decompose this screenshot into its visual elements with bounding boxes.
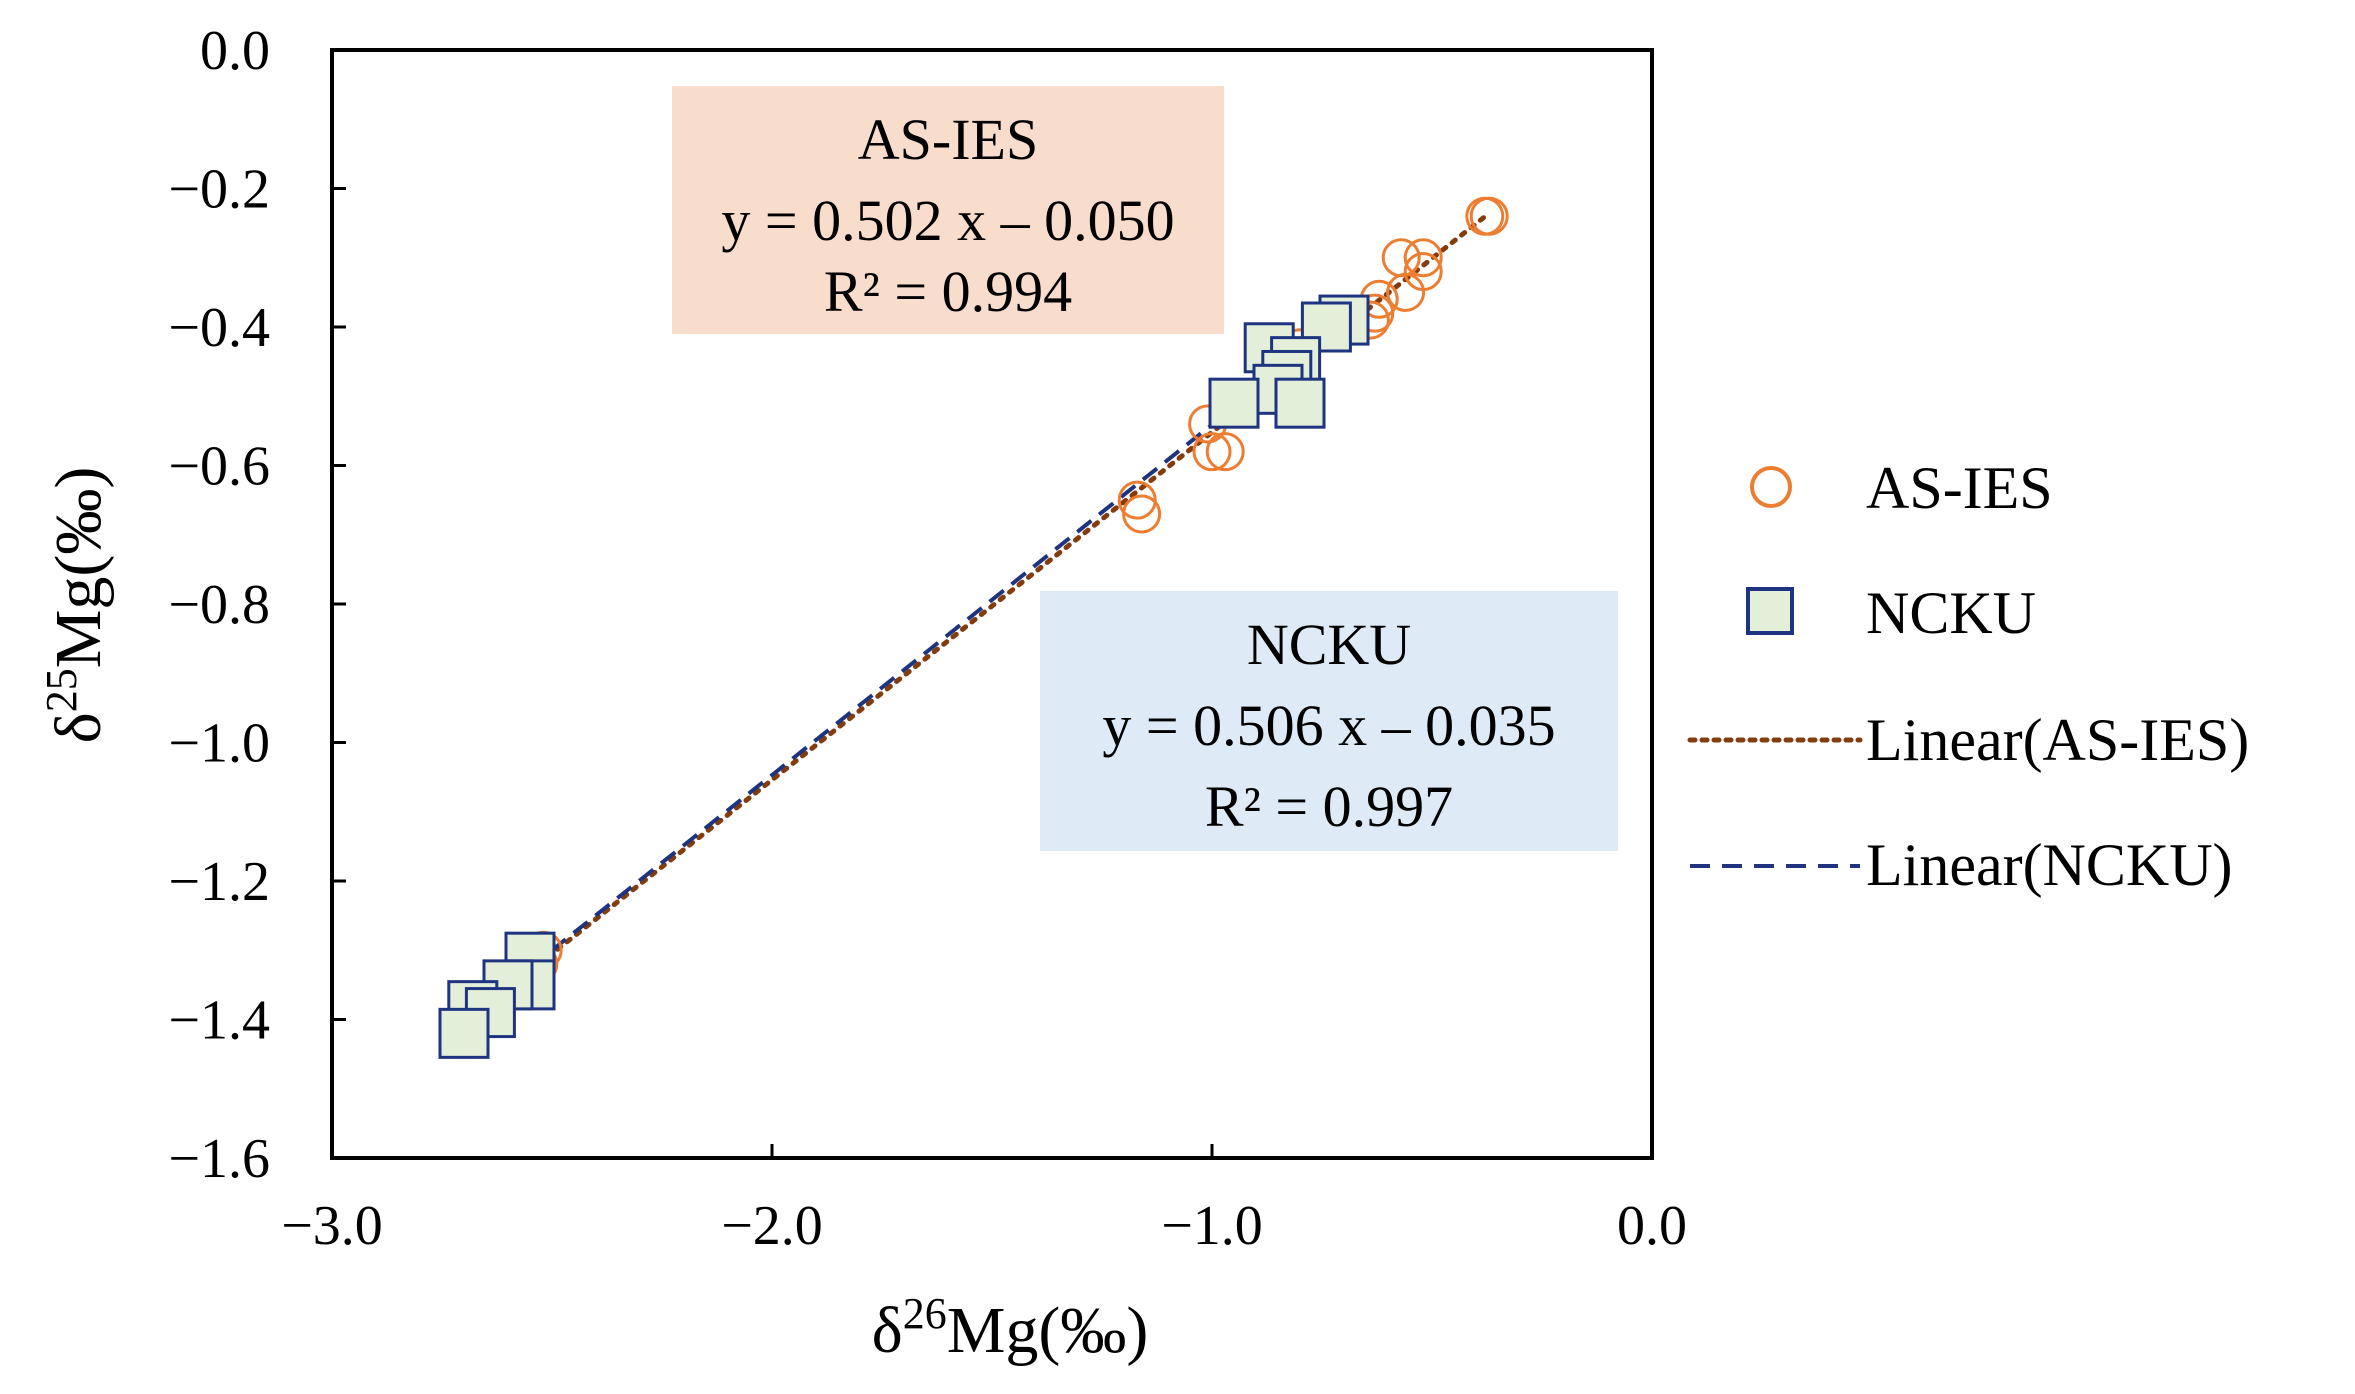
- point-asies: [1403, 238, 1443, 278]
- x-tick-label: −3.0: [281, 1195, 383, 1257]
- x-tick-label: −1.0: [1161, 1195, 1263, 1257]
- legend: AS-IES NCKU Linear(AS-IES) Linear(NCKU): [1687, 455, 2249, 898]
- annotation-ncku-box: [1040, 591, 1618, 851]
- legend-label-asies-trend: Linear(AS-IES): [1866, 707, 2249, 773]
- y-tick-label: −1.2: [168, 851, 270, 913]
- point-asies: [1205, 432, 1245, 472]
- trendline-linear-ncku: [462, 317, 1346, 1022]
- point-ncku: [438, 1007, 490, 1059]
- y-tick-label: −0.2: [168, 159, 270, 221]
- annotation-asies-equation: y = 0.502 x – 0.050: [721, 188, 1174, 253]
- annotation-ncku-r2: R² = 0.997: [1205, 774, 1453, 839]
- y-tick-label: −1.6: [168, 1128, 270, 1190]
- annotation-ncku-title: NCKU: [1247, 612, 1411, 677]
- annotation-asies-r2: R² = 0.994: [824, 259, 1072, 324]
- y-tick-label: −0.8: [168, 574, 270, 636]
- y-tick-label: −0.6: [168, 436, 270, 498]
- legend-marker-asies: [1750, 466, 1792, 508]
- legend-label-ncku: NCKU: [1866, 580, 2036, 646]
- x-tick-label: 0.0: [1617, 1195, 1687, 1257]
- y-tick-label: −0.4: [168, 297, 270, 359]
- annotation-asies-box: [672, 86, 1224, 334]
- y-tick-label: −1.4: [168, 990, 270, 1052]
- y-tick-label: 0.0: [200, 20, 270, 82]
- x-tick-label: −2.0: [721, 1195, 823, 1257]
- point-ncku: [1208, 377, 1260, 429]
- annotation-ncku-equation: y = 0.506 x – 0.035: [1102, 693, 1555, 758]
- point-asies: [1122, 494, 1162, 534]
- legend-label-ncku-trend: Linear(NCKU): [1866, 832, 2233, 898]
- point-ncku: [1274, 377, 1326, 429]
- x-axis-title: δ26Mg(‰): [872, 1289, 1149, 1367]
- y-tick-label: −1.0: [168, 713, 270, 775]
- point-asies: [1386, 272, 1426, 312]
- annotation-asies: AS-IES y = 0.502 x – 0.050 R² = 0.994: [672, 86, 1224, 334]
- y-axis-title: δ25Mg(‰): [37, 467, 115, 744]
- legend-marker-ncku: [1746, 587, 1794, 635]
- point-asies: [1469, 196, 1509, 236]
- annotation-ncku: NCKU y = 0.506 x – 0.035 R² = 0.997: [1040, 591, 1618, 851]
- legend-label-asies: AS-IES: [1866, 455, 2053, 521]
- annotation-asies-title: AS-IES: [858, 107, 1038, 172]
- point-asies: [1192, 432, 1232, 472]
